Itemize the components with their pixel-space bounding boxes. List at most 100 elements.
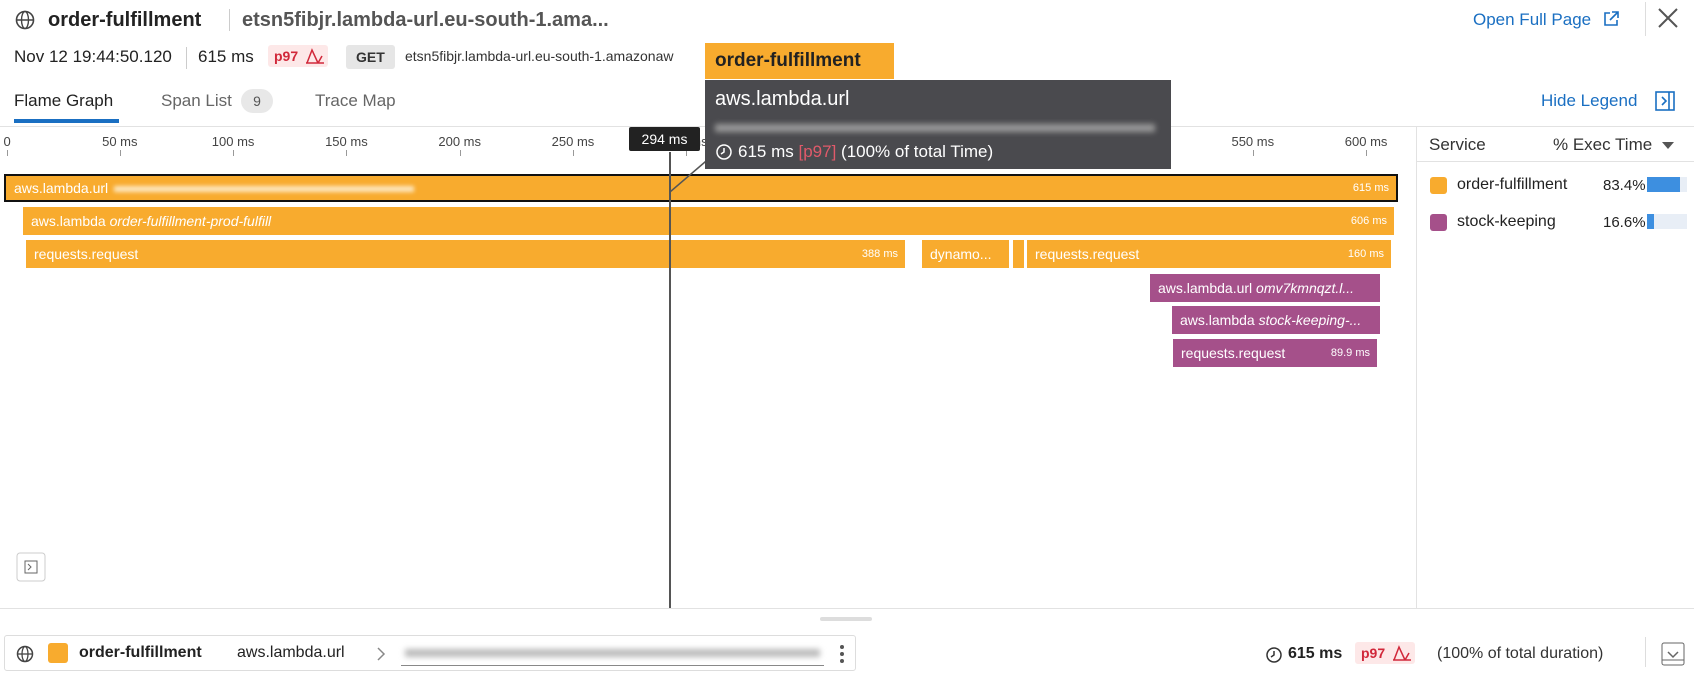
- span-bar[interactable]: [1013, 240, 1024, 268]
- minimap-toggle[interactable]: [16, 552, 46, 582]
- legend-bar: [1647, 177, 1681, 192]
- span-bar[interactable]: requests.request 160 ms: [1027, 240, 1391, 268]
- method-badge: GET: [346, 45, 395, 69]
- clock-icon: [1266, 647, 1282, 663]
- cursor-label: 294 ms: [629, 127, 700, 151]
- tab[interactable]: Flame Graph: [14, 91, 114, 110]
- tick-label: 200 ms: [438, 134, 482, 149]
- footer-percentile: p97: [1361, 645, 1386, 661]
- span-label: requests.request: [1181, 345, 1286, 361]
- legend-toggle-icon[interactable]: [1655, 91, 1675, 111]
- span-label: requests.request: [34, 246, 139, 262]
- span-duration: 160 ms: [1347, 248, 1384, 260]
- divider: [1645, 637, 1646, 667]
- resource-title: etsn5fibjr.lambda-url.eu-south-1.ama...: [242, 9, 609, 31]
- percentile-badge: p97: [268, 45, 329, 67]
- legend-service: order-fulfillment: [1457, 176, 1568, 193]
- breadcrumb: order-fulfillment aws.lambda.url: [4, 635, 856, 671]
- chevron: [377, 647, 386, 661]
- tab-count: 9: [241, 89, 273, 113]
- span-label: aws.lambda: [31, 213, 106, 229]
- tick-label: 0: [3, 134, 11, 149]
- span-name: requests.request: [1181, 339, 1285, 367]
- span-bar[interactable]: aws.lambda stock-keeping-...: [1172, 306, 1380, 334]
- legend-pct: 16.6%: [1603, 214, 1646, 231]
- percentile-icon: [306, 48, 324, 64]
- close-button[interactable]: [1657, 7, 1679, 29]
- redacted: [405, 649, 820, 657]
- clock-icon: [716, 144, 732, 160]
- span-name: aws.lambda.url: [14, 176, 108, 200]
- span-name: aws.lambda.url omv7kmnqzt.l...: [1158, 274, 1354, 302]
- span-detail: order-fulfillment-prod-fulfill: [109, 213, 272, 229]
- span-duration: 89.9 ms: [1330, 347, 1370, 359]
- external-link-icon[interactable]: [1602, 10, 1620, 28]
- footer-duration: 615 ms: [1288, 645, 1343, 662]
- more-menu[interactable]: [839, 644, 845, 664]
- span-bar[interactable]: requests.request 388 ms: [26, 240, 905, 268]
- tooltip-share: (100% of total Time): [841, 142, 994, 161]
- tooltip-duration: 615 ms: [738, 142, 794, 161]
- tick-mark: [119, 150, 121, 156]
- span-duration: 388 ms: [861, 248, 898, 260]
- span-label: aws.lambda.url: [1158, 280, 1253, 296]
- span-detail: stock-keeping-...: [1258, 312, 1362, 328]
- span-label: aws.lambda.url: [14, 180, 109, 196]
- tick-mark: [1252, 150, 1254, 156]
- tick-label: 100 ms: [211, 134, 255, 149]
- cursor-connector: [669, 152, 713, 194]
- resize-handle[interactable]: [820, 617, 872, 621]
- redacted: [715, 124, 1155, 132]
- separator: [1416, 161, 1694, 162]
- tab[interactable]: Span List: [161, 91, 232, 110]
- footer-name: aws.lambda.url: [237, 644, 345, 661]
- tooltip-percentile: [p97]: [798, 142, 837, 161]
- service-swatch: [48, 643, 68, 663]
- timestamp: Nov 12 19:44:50.120: [14, 47, 172, 66]
- span-bar[interactable]: aws.lambda.url 615 ms: [4, 174, 1398, 202]
- tab[interactable]: Trace Map: [315, 91, 396, 110]
- tab-underline: [14, 119, 119, 123]
- legend-header[interactable]: % Exec Time: [1553, 135, 1653, 154]
- legend-bar-track: [1647, 214, 1687, 229]
- tooltip-service: order-fulfillment: [705, 43, 894, 79]
- legend-service: stock-keeping: [1457, 213, 1556, 230]
- span-label: dynamo...: [930, 246, 992, 262]
- sort-icon[interactable]: [1661, 140, 1675, 150]
- underline: [401, 665, 824, 666]
- tooltip: aws.lambda.url 615 ms [p97] (100% of tot…: [705, 80, 1171, 169]
- hide-legend[interactable]: Hide Legend: [1541, 91, 1638, 110]
- footer-share: (100% of total duration): [1437, 645, 1604, 662]
- service-title: order-fulfillment: [48, 9, 202, 31]
- tick-mark: [1366, 150, 1368, 156]
- open-full-page[interactable]: Open Full Page: [1473, 10, 1592, 29]
- percentile: p97: [274, 48, 299, 64]
- collapse-button[interactable]: [1661, 642, 1685, 666]
- tick-label: 50 ms: [102, 134, 138, 149]
- legend-border: [1416, 127, 1417, 609]
- span-bar[interactable]: aws.lambda order-fulfillment-prod-fulfil…: [23, 207, 1394, 235]
- cursor-line: [669, 152, 671, 608]
- span-duration: 606 ms: [1350, 215, 1387, 227]
- span-bar[interactable]: requests.request 89.9 ms: [1173, 339, 1377, 367]
- tick-label: 550 ms: [1231, 134, 1275, 149]
- span-detail: omv7kmnqzt.l...: [1256, 280, 1355, 296]
- span-duration: 615 ms: [1352, 182, 1389, 194]
- span-name: requests.request: [34, 240, 138, 268]
- legend-bar: [1647, 214, 1654, 229]
- span-bar[interactable]: aws.lambda.url omv7kmnqzt.l...: [1150, 274, 1380, 302]
- tick-mark: [573, 150, 574, 156]
- span-label: requests.request: [1035, 246, 1140, 262]
- url: etsn5fibjr.lambda-url.eu-south-1.amazona…: [405, 48, 674, 64]
- percentile-badge: p97: [1355, 642, 1416, 664]
- span-name: aws.lambda order-fulfillment-prod-fulfil…: [31, 207, 271, 235]
- divider: [229, 9, 230, 31]
- separator: [0, 608, 1694, 609]
- span-name: aws.lambda stock-keeping-...: [1180, 306, 1361, 334]
- tick-mark: [686, 150, 688, 156]
- legend-header: Service: [1429, 135, 1486, 154]
- tooltip-text: 615 ms [p97] (100% of total Time): [738, 142, 993, 162]
- tick-mark: [233, 150, 235, 156]
- span-bar[interactable]: dynamo...: [922, 240, 1009, 268]
